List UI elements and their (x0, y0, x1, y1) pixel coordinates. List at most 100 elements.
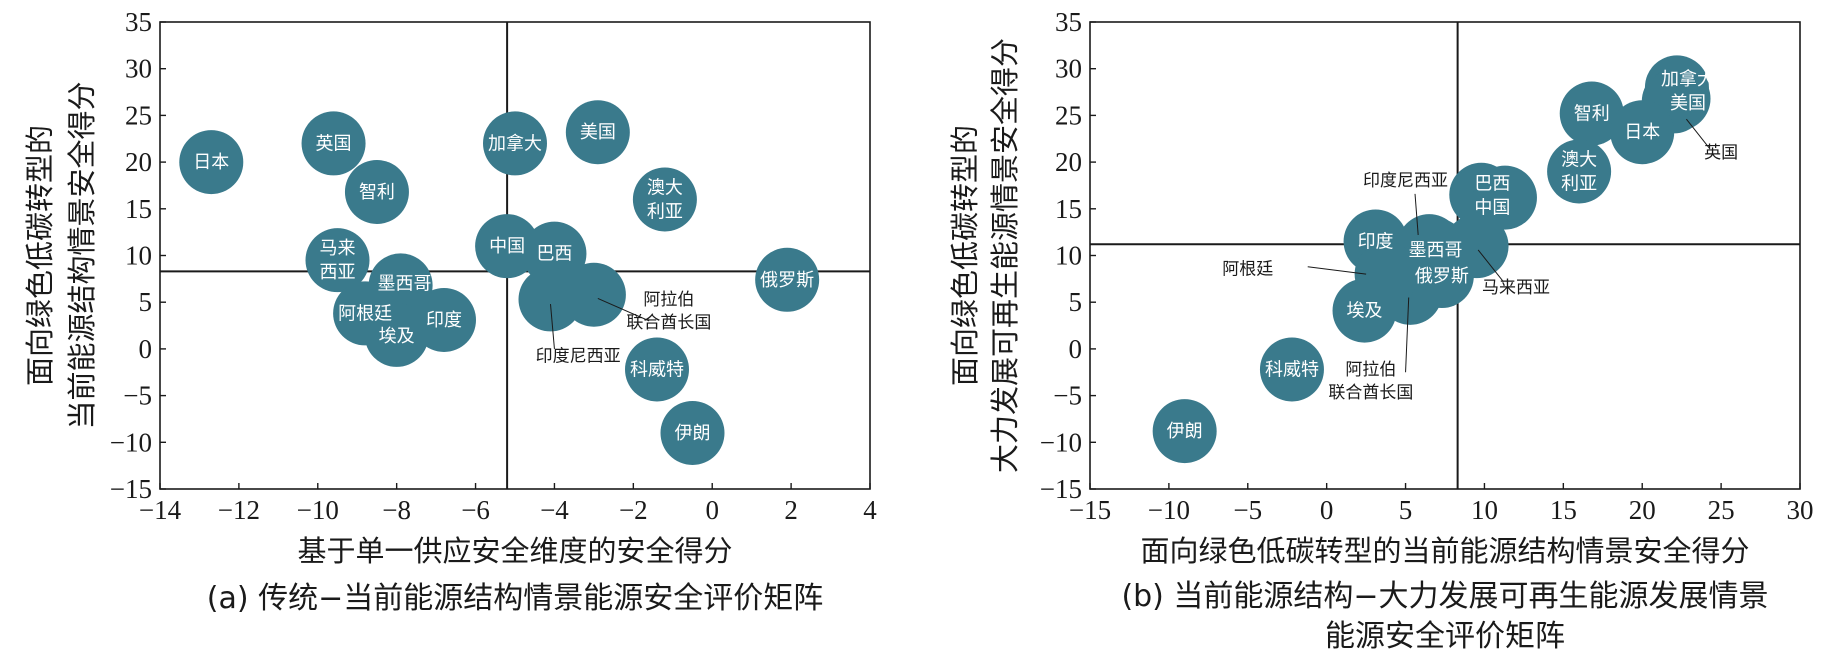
callout-label-阿拉伯联合酋长国: 阿拉伯联合酋长国 (1328, 360, 1413, 403)
bubble-label-日本: 日本 (193, 152, 229, 173)
y-tick-label: 15 (125, 194, 152, 224)
y-tick-label: 20 (125, 147, 152, 177)
y-tick-label: 30 (125, 54, 152, 84)
bubble-label-美国: 美国 (580, 122, 616, 143)
bubble-label-墨西哥: 墨西哥 (1409, 239, 1463, 260)
bubble-label-伊朗: 伊朗 (675, 422, 711, 443)
bubble-智利 (344, 159, 409, 224)
bubble-label-阿根廷: 阿根廷 (338, 303, 392, 324)
y-tick-label: −5 (123, 381, 152, 411)
bubble-label-俄罗斯: 俄罗斯 (1415, 266, 1469, 287)
bubble-中国 (475, 214, 540, 279)
y-tick-label: 5 (139, 287, 153, 317)
callout-label-马来西亚: 马来西亚 (1482, 278, 1550, 298)
bubble-日本 (1610, 100, 1675, 165)
bubble-label-中国: 中国 (489, 236, 525, 257)
y-tick-label: 25 (125, 100, 152, 130)
y-tick-label: 35 (125, 7, 152, 37)
callout-label-印度尼西亚: 印度尼西亚 (1363, 171, 1448, 191)
bubble-label-俄罗斯: 俄罗斯 (760, 269, 814, 290)
x-tick-label: 10 (1471, 495, 1498, 525)
x-tick-label: 0 (1320, 495, 1334, 525)
y-tick-label: 0 (139, 334, 153, 364)
y-tick-label: 30 (1055, 54, 1082, 84)
bubble-label-巴西: 巴西 (536, 243, 572, 264)
bubble-科威特 (1259, 337, 1324, 402)
x-tick-label: −12 (218, 495, 260, 525)
bubble-label-墨西哥: 墨西哥 (378, 273, 432, 294)
bubble-俄罗斯 (755, 247, 820, 312)
y-tick-label: −10 (1040, 427, 1082, 457)
bubble-label-智利: 智利 (1574, 103, 1610, 124)
y-axis-title: 大力发展可再生能源情景安全得分 (988, 38, 1022, 473)
x-axis-title: 基于单一供应安全维度的安全得分 (297, 534, 732, 568)
x-tick-label: 20 (1629, 495, 1656, 525)
bubble-伊朗 (1152, 399, 1217, 464)
x-tick-label: −2 (619, 495, 648, 525)
callout-leader (550, 304, 555, 349)
y-tick-label: 25 (1055, 100, 1082, 130)
bubble-印度尼西亚 (518, 267, 583, 332)
chart-a: −14 −12 −10 −8 −6 −4 −2 0 2 4 −15 −10 −5 0 5 10 15 20 25 30… (23, 7, 877, 616)
bubble-中国 (1472, 165, 1537, 230)
bubble-澳大利亚 (1547, 139, 1612, 204)
bubble-label-科威特: 科威特 (630, 359, 684, 380)
callout-label-英国: 英国 (1704, 143, 1738, 163)
x-tick-label: −5 (1233, 495, 1262, 525)
y-tick-label: −15 (1040, 474, 1082, 504)
bubble-label-科威特: 科威特 (1265, 359, 1319, 380)
y-tick-label: 0 (1069, 334, 1083, 364)
x-tick-label: 4 (863, 495, 877, 525)
x-tick-label: 30 (1787, 495, 1814, 525)
bubble-label-埃及: 埃及 (1347, 300, 1383, 321)
bubble-label-印度: 印度 (1358, 231, 1394, 252)
bubble-label-伊朗: 伊朗 (1167, 421, 1203, 442)
chart-caption: 能源安全评价矩阵 (1325, 619, 1565, 654)
bubble-label-巴西中国: 巴西中国 (1474, 173, 1510, 218)
x-tick-label: −10 (1148, 495, 1190, 525)
x-tick-label: 25 (1708, 495, 1735, 525)
callout-leader (1686, 118, 1711, 150)
bubble-埃及 (1332, 278, 1397, 343)
y-tick-label: −10 (110, 427, 152, 457)
bubble-label-智利: 智利 (359, 181, 395, 202)
y-axis-title: 面向绿色低碳转型的 (23, 125, 57, 386)
y-tick-label: 20 (1055, 147, 1082, 177)
y-axis-title: 当前能源结构情景安全得分 (65, 81, 99, 429)
y-tick-label: −5 (1053, 381, 1082, 411)
y-tick-label: −15 (110, 474, 152, 504)
callout-leader (597, 298, 650, 322)
bubble-label-马来西亚: 马来西亚 (320, 238, 356, 283)
bubble-美国 (565, 100, 630, 165)
x-tick-label: 2 (784, 495, 798, 525)
y-tick-label: 10 (125, 241, 152, 271)
x-axis-title: 面向绿色低碳转型的当前能源结构情景安全得分 (1140, 534, 1749, 568)
bubble-科威特 (625, 337, 689, 402)
y-tick-label: 5 (1069, 287, 1083, 317)
chart-b: −15 −10 −5 0 5 10 15 20 25 30 −15 −10 −5 0 5 10 15 20 25 30… (948, 7, 1814, 654)
callout-label-印度尼西亚: 印度尼西亚 (536, 346, 621, 366)
callout-leader (1477, 249, 1504, 282)
bubble-巴西 (522, 221, 587, 286)
bubble-马来西亚 (305, 228, 370, 293)
y-tick-label: 35 (1055, 7, 1082, 37)
bubble-澳大利亚 (632, 167, 697, 232)
bubble-label-加拿大: 加拿大 (488, 132, 542, 154)
x-tick-label: −8 (382, 495, 411, 525)
bubble-英国 (301, 111, 366, 176)
x-tick-label: 5 (1399, 495, 1413, 525)
x-tick-label: 15 (1550, 495, 1577, 525)
bubble-label-印度: 印度 (426, 309, 462, 330)
x-tick-label: −15 (1069, 495, 1111, 525)
bubble-智利 (1559, 81, 1624, 146)
bubble-label-埃及: 埃及 (379, 325, 415, 346)
bubble-label-加拿大美国: 加拿大美国 (1661, 68, 1715, 114)
y-tick-label: 10 (1055, 241, 1082, 271)
chart-caption: (b) 当前能源结构−大力发展可再生能源发展情景 (1121, 579, 1768, 614)
bubble-label-澳大利亚: 澳大利亚 (1561, 149, 1597, 194)
callout-label-阿根廷: 阿根廷 (1222, 260, 1273, 280)
callout-label-阿拉伯联合酋长国: 阿拉伯联合酋长国 (626, 290, 711, 333)
x-tick-label: −6 (461, 495, 490, 525)
x-tick-label: −10 (297, 495, 339, 525)
